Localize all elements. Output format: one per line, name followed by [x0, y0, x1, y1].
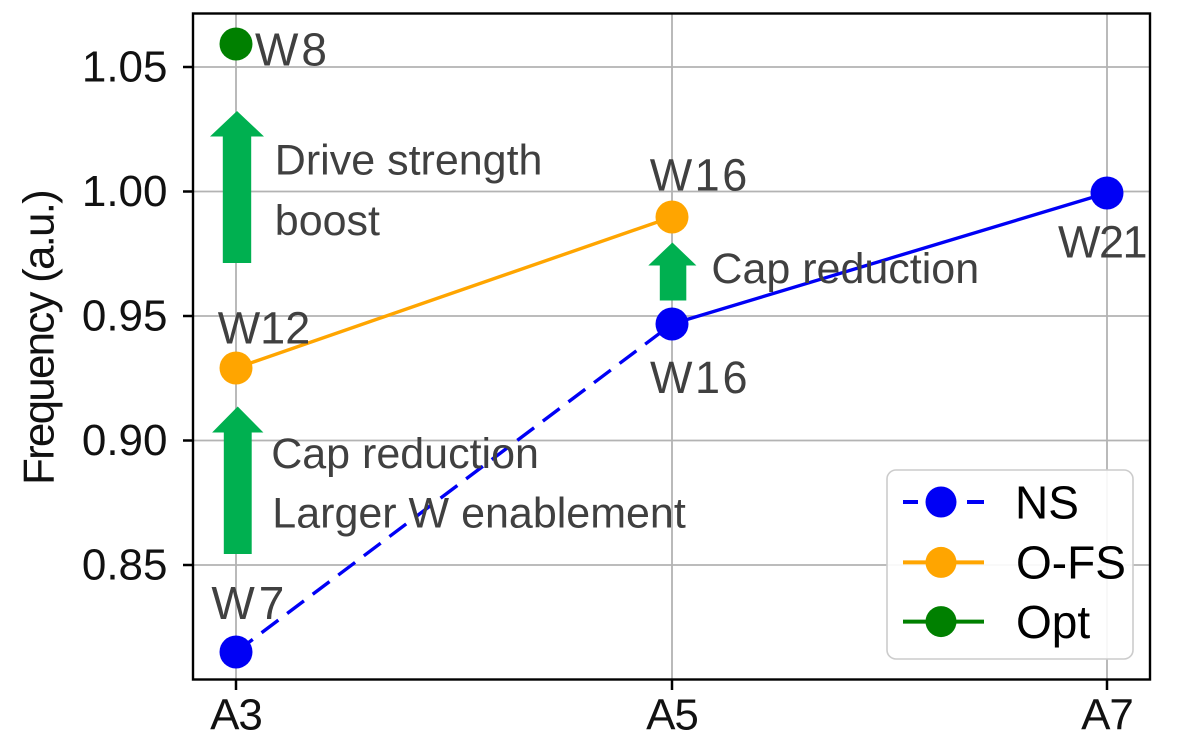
svg-text:0.95: 0.95: [82, 292, 168, 341]
svg-text:Frequency (a.u.): Frequency (a.u.): [15, 191, 64, 485]
svg-text:0.85: 0.85: [82, 541, 168, 590]
svg-text:O-FS: O-FS: [1016, 537, 1126, 589]
svg-text:0.90: 0.90: [82, 416, 168, 465]
svg-text:Drive strength: Drive strength: [275, 137, 543, 185]
svg-text:W12: W12: [218, 302, 311, 353]
svg-text:Cap reduction: Cap reduction: [271, 430, 539, 478]
svg-text:NS: NS: [1015, 476, 1079, 528]
svg-text:1.00: 1.00: [82, 167, 168, 216]
svg-text:Opt: Opt: [1016, 596, 1090, 648]
svg-text:W16: W16: [650, 150, 750, 201]
svg-text:A5: A5: [646, 690, 698, 738]
svg-text:W8: W8: [255, 23, 330, 75]
svg-text:A7: A7: [1081, 690, 1133, 738]
svg-text:A3: A3: [210, 690, 262, 738]
svg-text:1.05: 1.05: [82, 43, 168, 92]
svg-text:Larger W enablement: Larger W enablement: [272, 489, 686, 537]
svg-text:W16: W16: [650, 352, 750, 403]
svg-text:boost: boost: [275, 197, 380, 245]
svg-text:W21: W21: [1058, 217, 1146, 268]
svg-text:W7: W7: [211, 577, 288, 629]
svg-text:Cap reduction: Cap reduction: [711, 245, 979, 293]
